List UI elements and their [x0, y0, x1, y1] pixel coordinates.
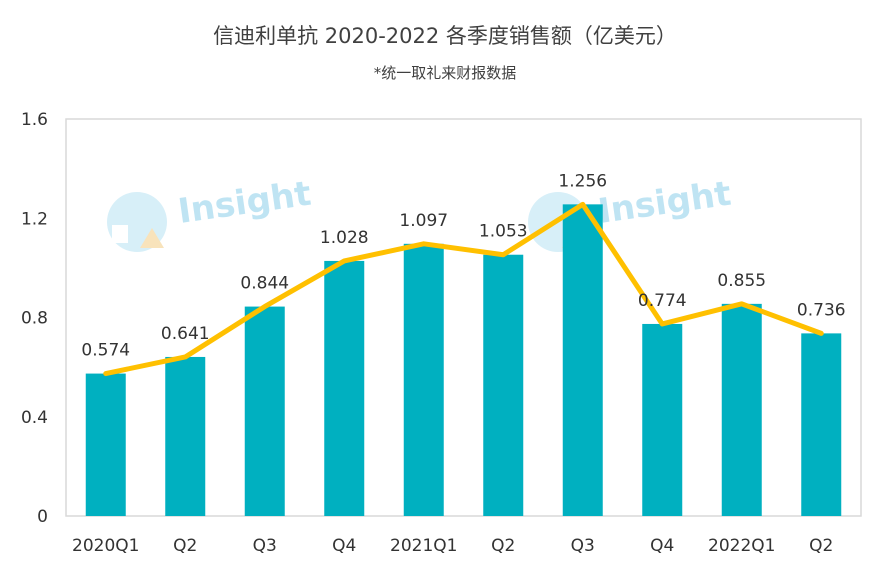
x-tick-label: Q3 [571, 536, 595, 556]
data-label: 0.855 [717, 271, 766, 291]
data-label: 0.774 [638, 291, 687, 311]
bar [721, 303, 762, 516]
x-tick-label: Q4 [650, 536, 674, 556]
x-tick-label: 2022Q1 [708, 536, 775, 556]
y-tick-label: 1.6 [21, 110, 48, 130]
data-label: 0.844 [240, 274, 289, 294]
bar [642, 323, 683, 516]
x-axis: 2020Q1 Q2 Q3 Q4 2021Q1 Q2 Q3 Q4 2022Q1 Q2 [72, 536, 833, 556]
watermark-left: Insight [107, 174, 313, 252]
bar [244, 306, 285, 516]
x-tick-label: 2020Q1 [72, 536, 139, 556]
x-tick-label: Q2 [809, 536, 833, 556]
data-label: 1.256 [558, 171, 607, 191]
bar [324, 260, 365, 516]
bars [85, 204, 842, 517]
bar [483, 254, 524, 517]
data-label: 1.028 [320, 228, 369, 248]
data-labels: 0.574 0.641 0.844 1.028 1.097 1.053 1.256 0.774… [81, 171, 845, 360]
watermark-text-left: Insight [176, 174, 314, 232]
x-tick-label: Q2 [173, 536, 197, 556]
x-tick-label: 2021Q1 [390, 536, 457, 556]
watermark-text-right: Insight [596, 174, 734, 232]
bar [85, 373, 126, 516]
x-tick-label: Q4 [332, 536, 356, 556]
y-axis: 0 0.4 0.8 1.2 1.6 [21, 110, 48, 527]
trend-line [103, 201, 824, 377]
y-tick-label: 0.4 [21, 408, 48, 428]
data-label: 0.641 [161, 324, 210, 344]
data-label: 0.736 [797, 300, 846, 320]
bar [801, 333, 842, 516]
chart-title: 信迪利单抗 2020-2022 各季度销售额（亿美元） [213, 24, 677, 48]
chart-subtitle: *统一取礼来财报数据 [373, 64, 517, 82]
y-tick-label: 0 [37, 507, 48, 527]
bar [562, 204, 603, 517]
x-tick-label: Q3 [253, 536, 277, 556]
bar [403, 243, 444, 516]
y-tick-label: 0.8 [21, 309, 48, 329]
y-tick-label: 1.2 [21, 209, 48, 229]
data-label: 0.574 [81, 341, 130, 361]
data-label: 1.097 [399, 211, 448, 231]
plot-area-border [65, 118, 862, 517]
x-tick-label: Q2 [491, 536, 515, 556]
bar [165, 356, 206, 516]
data-label: 1.053 [479, 222, 528, 242]
